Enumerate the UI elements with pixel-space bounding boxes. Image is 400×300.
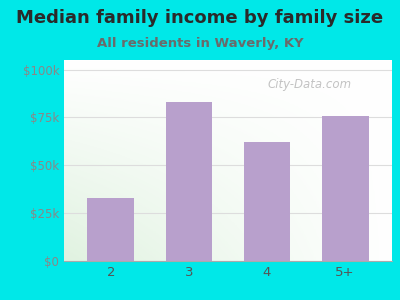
Bar xyxy=(244,142,290,261)
Text: City-Data.com: City-Data.com xyxy=(267,78,352,91)
Bar xyxy=(166,102,212,261)
Text: Median family income by family size: Median family income by family size xyxy=(16,9,384,27)
Bar xyxy=(88,198,134,261)
Text: All residents in Waverly, KY: All residents in Waverly, KY xyxy=(97,38,303,50)
Bar xyxy=(322,116,368,261)
